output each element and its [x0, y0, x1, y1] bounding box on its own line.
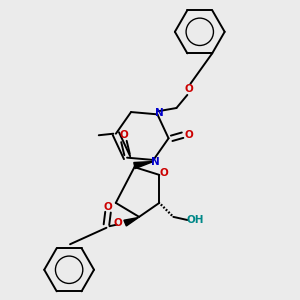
Text: O: O [160, 168, 168, 178]
Text: O: O [120, 130, 128, 140]
Polygon shape [134, 161, 153, 169]
Text: O: O [184, 84, 193, 94]
Text: O: O [114, 218, 122, 228]
Text: N: N [154, 108, 163, 118]
Text: OH: OH [186, 215, 204, 225]
Text: O: O [184, 130, 193, 140]
Text: N: N [151, 157, 159, 166]
Text: O: O [103, 202, 112, 212]
Polygon shape [124, 218, 139, 226]
